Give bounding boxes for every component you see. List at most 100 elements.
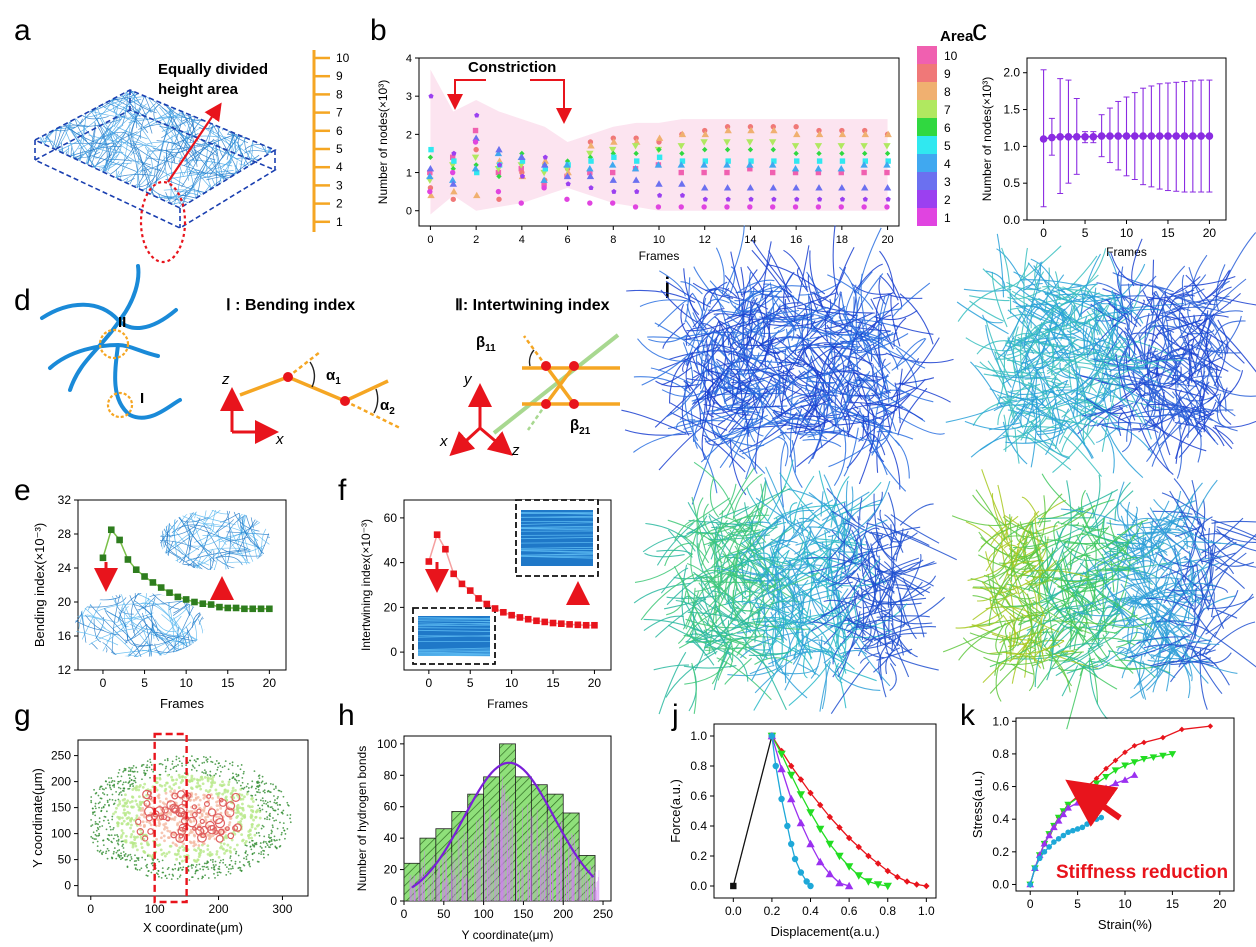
particle bbox=[97, 802, 100, 805]
fiber bbox=[164, 510, 180, 524]
particle bbox=[163, 839, 166, 843]
particle bbox=[136, 848, 139, 852]
particle bbox=[172, 767, 175, 769]
fiber bbox=[139, 149, 149, 175]
data-point-area-10 bbox=[792, 169, 799, 176]
fiber bbox=[35, 157, 52, 171]
particle bbox=[108, 784, 111, 786]
particle bbox=[233, 847, 236, 851]
particle bbox=[176, 852, 180, 856]
fiber bbox=[251, 195, 271, 208]
data-point-area-4 bbox=[837, 165, 845, 172]
legend-label: 4 bbox=[944, 157, 951, 171]
particle bbox=[286, 801, 289, 804]
data-point bbox=[491, 605, 499, 612]
particle bbox=[113, 850, 115, 853]
particle bbox=[234, 778, 237, 781]
particle bbox=[221, 780, 224, 784]
particle bbox=[178, 855, 182, 859]
particle bbox=[197, 855, 201, 858]
particle bbox=[248, 841, 251, 844]
fiber bbox=[38, 177, 62, 184]
particle bbox=[203, 761, 206, 764]
data-point-area-5 bbox=[725, 158, 731, 164]
fiber bbox=[693, 461, 735, 515]
particle bbox=[124, 768, 127, 770]
particle bbox=[234, 852, 237, 855]
fiber bbox=[1007, 245, 1062, 290]
panel-label-e: e bbox=[14, 474, 31, 507]
particle bbox=[134, 799, 138, 803]
particle bbox=[264, 800, 267, 802]
particle bbox=[260, 781, 263, 784]
data-point-area-5 bbox=[474, 169, 480, 176]
fiber bbox=[252, 128, 275, 181]
fiber bbox=[88, 90, 107, 107]
particle bbox=[184, 776, 187, 779]
fiber bbox=[231, 95, 275, 105]
fiber bbox=[184, 114, 194, 143]
particle bbox=[175, 755, 178, 758]
particle bbox=[93, 788, 95, 791]
particle bbox=[236, 781, 239, 784]
particle bbox=[271, 843, 274, 846]
particle bbox=[269, 806, 272, 809]
particle bbox=[266, 790, 269, 793]
x-axis-label: Frames bbox=[487, 697, 528, 711]
data-point-area-8 bbox=[838, 130, 847, 138]
fiber bbox=[897, 632, 927, 637]
fiber bbox=[141, 649, 202, 657]
fiber bbox=[93, 618, 102, 643]
data-point bbox=[425, 558, 433, 565]
x-axis-label: X coordinate(μm) bbox=[143, 920, 243, 935]
data-point-area-1 bbox=[609, 200, 616, 206]
particle bbox=[134, 854, 136, 857]
fiber bbox=[120, 108, 139, 143]
particle bbox=[204, 816, 207, 819]
data-point-area-1 bbox=[541, 185, 547, 191]
particle bbox=[171, 841, 175, 845]
data-point-area-7 bbox=[540, 169, 548, 177]
data-point-area-6 bbox=[770, 146, 776, 153]
particle bbox=[250, 848, 253, 851]
fiber bbox=[245, 135, 275, 155]
particle bbox=[206, 852, 210, 856]
particle bbox=[229, 846, 232, 849]
fiber bbox=[196, 617, 204, 657]
particle bbox=[112, 812, 115, 816]
mean-point bbox=[1114, 132, 1123, 140]
particle bbox=[158, 777, 162, 781]
fiber bbox=[94, 138, 106, 159]
particle bbox=[209, 785, 213, 789]
particle bbox=[283, 829, 286, 832]
particle bbox=[157, 875, 160, 878]
hbond-ring bbox=[147, 828, 154, 835]
fiber bbox=[183, 138, 215, 166]
fiber bbox=[35, 100, 45, 107]
panel-label-a: a bbox=[14, 14, 31, 47]
data-point-area-1 bbox=[861, 204, 867, 210]
x-tick-label: 20 bbox=[263, 676, 277, 690]
fiber bbox=[184, 95, 205, 114]
data-point-area-6 bbox=[633, 150, 639, 157]
particle bbox=[133, 779, 135, 782]
fiber bbox=[216, 510, 231, 533]
particle bbox=[96, 849, 99, 852]
fiber bbox=[141, 612, 150, 652]
particle bbox=[241, 802, 244, 806]
fiber bbox=[99, 117, 133, 163]
fiber bbox=[232, 510, 260, 532]
particle bbox=[257, 823, 261, 827]
fiber bbox=[35, 111, 46, 143]
fiber bbox=[245, 510, 255, 515]
fiber bbox=[203, 629, 205, 635]
particle bbox=[129, 835, 133, 839]
fiber bbox=[183, 510, 216, 527]
fiber bbox=[203, 550, 215, 570]
fiber bbox=[38, 178, 56, 208]
fiber bbox=[105, 147, 141, 165]
particle bbox=[177, 849, 181, 853]
particle bbox=[269, 812, 271, 815]
fiber bbox=[211, 178, 227, 208]
fiber bbox=[93, 173, 104, 201]
